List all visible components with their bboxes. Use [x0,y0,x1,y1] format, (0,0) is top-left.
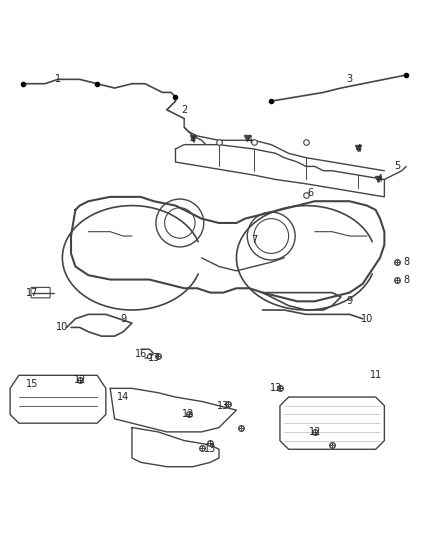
Text: 13: 13 [148,353,160,363]
Text: 5: 5 [394,161,401,172]
Text: 14: 14 [117,392,129,402]
Text: 6: 6 [307,188,314,198]
Text: 12: 12 [308,427,321,437]
Text: 12: 12 [182,409,195,419]
Text: 13: 13 [269,383,282,393]
Text: 15: 15 [26,379,38,389]
Text: 13: 13 [204,445,216,454]
Text: 8: 8 [403,274,409,285]
Text: 4: 4 [247,135,253,146]
Text: 9: 9 [120,314,126,324]
Text: 1: 1 [55,75,61,84]
Text: 9: 9 [346,296,353,306]
Text: 4: 4 [377,174,383,184]
Text: 2: 2 [181,105,187,115]
Text: 11: 11 [370,370,382,381]
Text: 8: 8 [403,257,409,267]
Text: 16: 16 [134,349,147,359]
Text: 4: 4 [190,135,196,146]
Text: 3: 3 [346,75,353,84]
Text: 4: 4 [355,144,361,154]
Text: 10: 10 [361,314,373,324]
Text: 12: 12 [74,375,86,385]
Text: 10: 10 [56,322,68,333]
Text: 7: 7 [251,236,257,245]
Text: 13: 13 [217,401,230,411]
Text: 17: 17 [26,288,38,297]
